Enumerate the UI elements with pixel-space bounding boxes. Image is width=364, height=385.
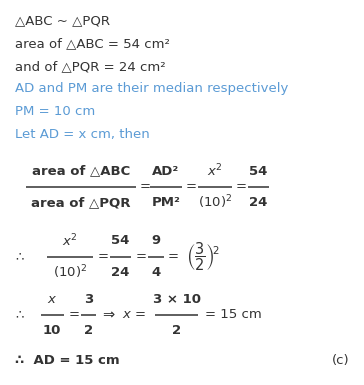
Text: $(10)^2$: $(10)^2$ bbox=[53, 264, 87, 281]
Text: 3: 3 bbox=[84, 293, 93, 306]
Text: $x^2$: $x^2$ bbox=[62, 233, 78, 249]
Text: 2: 2 bbox=[172, 324, 181, 337]
Text: area of △PQR: area of △PQR bbox=[31, 196, 130, 209]
Text: ∴: ∴ bbox=[15, 308, 23, 321]
Text: ∴  AD = 15 cm: ∴ AD = 15 cm bbox=[15, 353, 119, 367]
Text: 9: 9 bbox=[151, 234, 161, 247]
Text: 4: 4 bbox=[151, 266, 161, 279]
Text: =: = bbox=[167, 250, 179, 263]
Text: ⇒: ⇒ bbox=[102, 307, 114, 322]
Text: =: = bbox=[139, 180, 150, 193]
Text: (c): (c) bbox=[332, 353, 349, 367]
Text: 54: 54 bbox=[111, 234, 130, 247]
Text: area of △ABC = 54 cm²: area of △ABC = 54 cm² bbox=[15, 37, 170, 50]
Text: 2: 2 bbox=[84, 324, 93, 337]
Text: 24: 24 bbox=[249, 196, 268, 209]
Text: 10: 10 bbox=[43, 324, 62, 337]
Text: $x$ =: $x$ = bbox=[122, 308, 146, 321]
Text: and of △PQR = 24 cm²: and of △PQR = 24 cm² bbox=[15, 60, 166, 73]
Text: =: = bbox=[68, 308, 79, 321]
Text: =: = bbox=[98, 250, 108, 263]
Text: area of △ABC: area of △ABC bbox=[32, 164, 130, 177]
Text: =: = bbox=[186, 180, 197, 193]
Text: 54: 54 bbox=[249, 164, 268, 177]
Text: $\left(\dfrac{3}{2}\right)^{\!2}$: $\left(\dfrac{3}{2}\right)^{\!2}$ bbox=[186, 240, 220, 273]
Text: ∴: ∴ bbox=[15, 250, 23, 263]
Text: △ABC ~ △PQR: △ABC ~ △PQR bbox=[15, 15, 110, 28]
Text: =: = bbox=[136, 250, 147, 263]
Text: 3 × 10: 3 × 10 bbox=[153, 293, 201, 306]
Text: PM = 10 cm: PM = 10 cm bbox=[15, 105, 95, 118]
Text: = 15 cm: = 15 cm bbox=[205, 308, 262, 321]
Text: Let AD = x cm, then: Let AD = x cm, then bbox=[15, 127, 150, 141]
Text: 24: 24 bbox=[111, 266, 130, 279]
Text: $(10)^2$: $(10)^2$ bbox=[198, 194, 232, 211]
Text: $x$: $x$ bbox=[47, 293, 58, 306]
Text: AD²: AD² bbox=[153, 164, 179, 177]
Text: $x^2$: $x^2$ bbox=[207, 163, 223, 179]
Text: PM²: PM² bbox=[151, 196, 181, 209]
Text: AD and PM are their median respectively: AD and PM are their median respectively bbox=[15, 82, 288, 95]
Text: =: = bbox=[235, 180, 246, 193]
